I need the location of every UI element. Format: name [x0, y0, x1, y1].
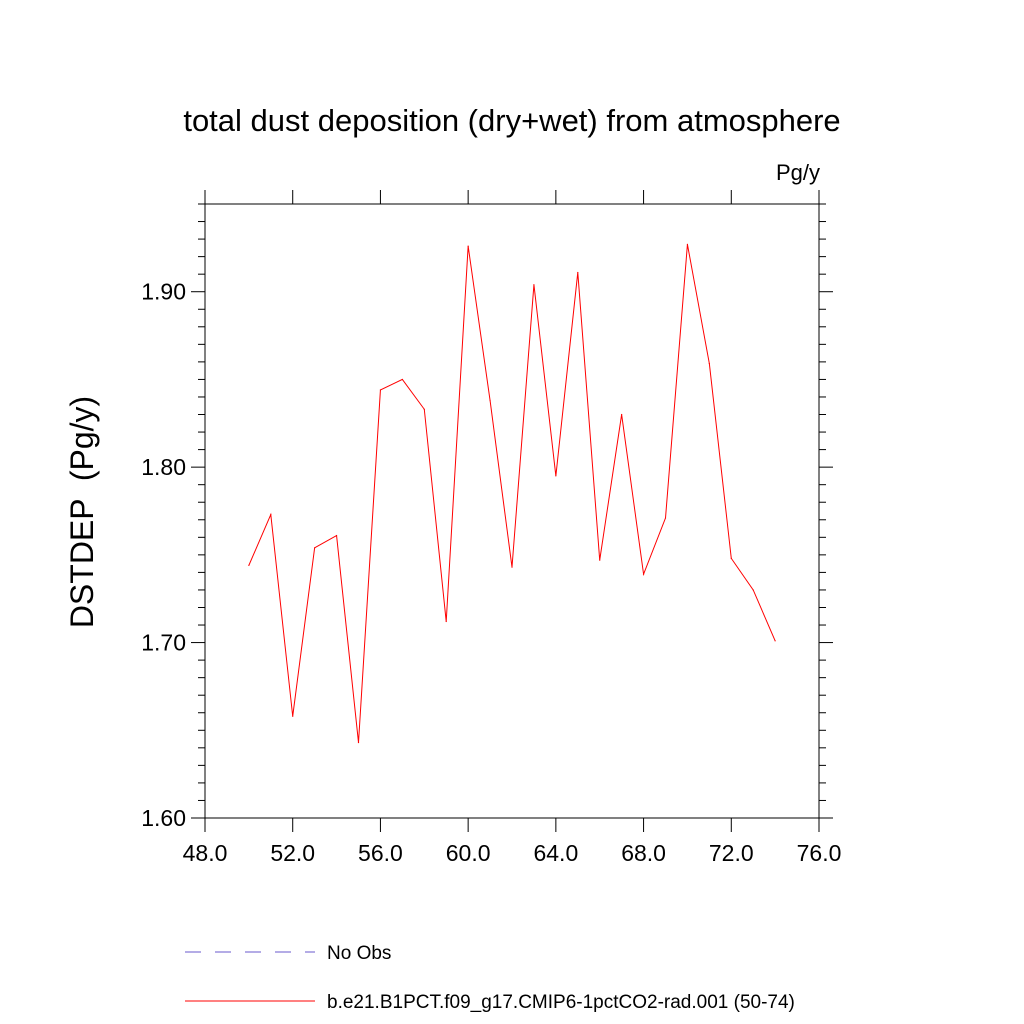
data-point — [489, 399, 491, 402]
legend-label-no-obs: No Obs — [327, 943, 391, 964]
data-point — [357, 741, 360, 744]
data-point — [730, 557, 732, 559]
y-tick-label: 1.60 — [141, 805, 186, 831]
units-label: Pg/y — [776, 160, 820, 185]
series-layer — [248, 243, 776, 744]
data-point — [270, 513, 272, 516]
data-point — [664, 517, 667, 519]
data-point — [248, 564, 250, 566]
plot-frame — [204, 203, 820, 819]
data-point — [445, 620, 447, 623]
x-tick-label: 68.0 — [621, 840, 666, 866]
data-point — [511, 566, 513, 568]
x-tick-label: 60.0 — [446, 840, 491, 866]
y-axis-label: DSTDEP (Pg/y) — [64, 396, 100, 628]
data-point — [752, 589, 754, 591]
y-tick-label: 1.90 — [141, 279, 186, 305]
data-point — [708, 363, 710, 365]
data-point — [774, 640, 776, 642]
axis-tick-labels: 48.0 52.0 56.0 60.0 64.0 68.0 72.0 76.0 1.60 1.70… — [141, 279, 841, 866]
y-tick-label: 1.70 — [141, 630, 186, 656]
data-point — [533, 284, 535, 286]
x-tick-label: 52.0 — [270, 840, 315, 866]
legend: No Obs b.e21.B1PCT.f09_g17.CMIP6-1pctCO2… — [185, 943, 795, 1013]
data-point — [379, 389, 382, 391]
legend-label-model-run: b.e21.B1PCT.f09_g17.CMIP6-1pctCO2-rad.00… — [327, 992, 795, 1013]
series-line — [248, 244, 776, 743]
data-point — [335, 534, 338, 537]
data-point — [467, 245, 469, 247]
data-point — [401, 378, 403, 381]
x-tick-label: 48.0 — [183, 840, 228, 866]
data-point — [292, 715, 294, 717]
y-tick-label: 1.80 — [141, 454, 186, 480]
x-tick-label: 76.0 — [797, 840, 842, 866]
data-point — [686, 243, 689, 245]
data-point — [642, 573, 645, 575]
data-point — [599, 559, 601, 561]
data-point — [577, 271, 579, 274]
data-point — [621, 413, 623, 416]
x-tick-label: 64.0 — [533, 840, 578, 866]
x-tick-label: 56.0 — [358, 840, 403, 866]
data-point — [555, 475, 557, 477]
axis-ticks — [191, 190, 833, 832]
x-tick-label: 72.0 — [709, 840, 754, 866]
data-point — [314, 547, 316, 549]
chart-title: total dust deposition (dry+wet) from atm… — [183, 103, 840, 138]
data-point — [423, 408, 425, 410]
